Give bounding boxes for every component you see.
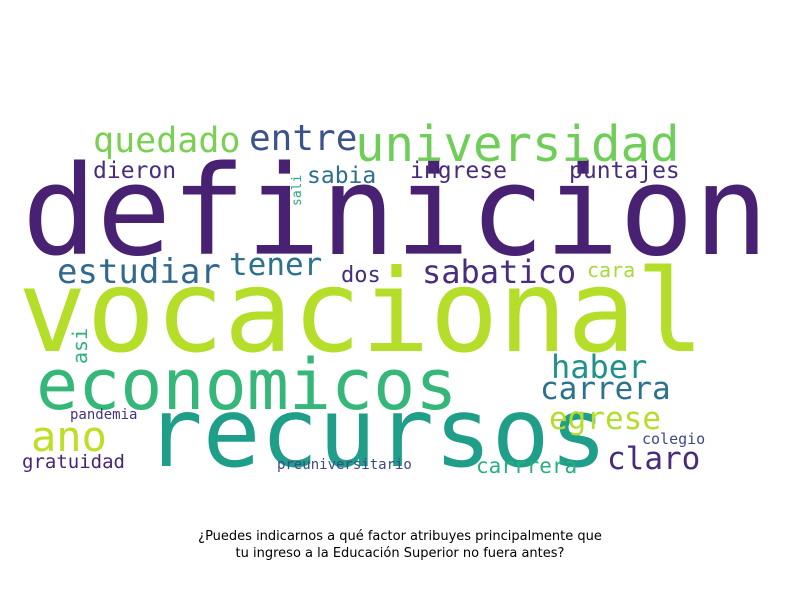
word-recursos: recursos xyxy=(145,377,608,489)
word-ingrese: ingrese xyxy=(410,158,507,184)
caption-line-1: ¿Puedes indicarnos a qué factor atribuye… xyxy=(198,529,602,544)
word-sabatico: sabatico xyxy=(422,253,577,291)
word-estudiar: estudiar xyxy=(57,252,221,292)
word-colegio: colegio xyxy=(642,430,706,448)
word-preuniversitario: preuniversitario xyxy=(277,457,412,473)
word-quedado: quedado xyxy=(93,121,241,161)
word-carrera: carrera xyxy=(540,371,671,407)
caption-line-2: tu ingreso a la Educación Superior no fu… xyxy=(235,546,565,561)
word-definicion: definicion xyxy=(22,140,769,284)
word-carrrera: carrrera xyxy=(476,454,578,478)
figure-caption: ¿Puedes indicarnos a qué factor atribuye… xyxy=(0,528,800,562)
word-universidad: universidad xyxy=(355,116,680,173)
word-ano: ano xyxy=(31,412,107,461)
word-vocacional: vocacional xyxy=(18,245,705,378)
word-gratuidad: gratuidad xyxy=(22,451,125,473)
word-sabia: sabia xyxy=(307,163,377,189)
word-haber: haber xyxy=(551,348,648,386)
word-asi: asi xyxy=(68,327,92,364)
word-entre: entre xyxy=(249,118,358,159)
word-claro: claro xyxy=(607,441,701,477)
word-pandemia: pandemia xyxy=(70,407,138,423)
word-economicos: economicos xyxy=(36,344,458,426)
word-dos: dos xyxy=(341,263,381,288)
word-cara: cara xyxy=(587,258,636,282)
word-egrese: egrese xyxy=(549,401,661,437)
word-tener: tener xyxy=(229,247,323,283)
word-dieron: dieron xyxy=(93,158,177,184)
word-sali: sali xyxy=(290,174,305,206)
word-puntajes: puntajes xyxy=(569,158,680,184)
